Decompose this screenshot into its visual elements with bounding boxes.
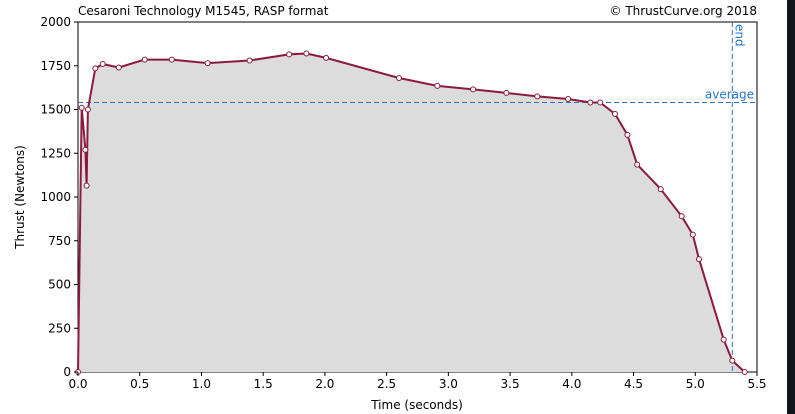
- data-point: [83, 182, 90, 189]
- data-point: [286, 51, 293, 58]
- data-point: [84, 106, 91, 113]
- data-point: [246, 57, 253, 64]
- y-axis-label: Thrust (Newtons): [13, 145, 27, 250]
- y-tick-label: 1000: [40, 190, 71, 204]
- y-tick-label: 1500: [40, 103, 71, 117]
- y-tick-label: 0: [63, 365, 71, 379]
- y-tick-label: 750: [48, 234, 71, 248]
- data-point: [82, 146, 89, 153]
- data-point: [587, 99, 594, 106]
- data-point: [115, 64, 122, 71]
- data-point: [689, 231, 696, 238]
- data-point: [624, 131, 631, 138]
- data-point: [503, 89, 510, 96]
- x-tick-label: 5.0: [686, 377, 705, 391]
- data-point: [657, 186, 664, 193]
- y-tick-label: 1750: [40, 59, 71, 73]
- data-point: [99, 61, 106, 67]
- x-tick-label: 2.5: [377, 377, 396, 391]
- x-tick-label: 1.0: [192, 377, 211, 391]
- data-point: [720, 336, 727, 343]
- x-tick-label: 4.5: [624, 377, 643, 391]
- data-point: [78, 104, 85, 111]
- data-point: [323, 54, 330, 61]
- copyright-text: © ThrustCurve.org 2018: [610, 4, 758, 18]
- data-point: [597, 99, 604, 106]
- thrust-area: [78, 53, 745, 372]
- data-point: [92, 65, 99, 72]
- x-tick-label: 3.5: [501, 377, 520, 391]
- window-edge: [787, 0, 795, 414]
- data-point: [729, 357, 736, 364]
- end-label: end: [732, 24, 746, 47]
- average-label: average: [705, 88, 754, 102]
- data-point: [470, 86, 477, 93]
- data-point: [741, 369, 748, 375]
- x-tick-label: 1.5: [254, 377, 273, 391]
- x-tick-label: 2.0: [315, 377, 334, 391]
- data-point: [434, 82, 441, 89]
- data-point: [534, 93, 541, 100]
- y-tick-label: 1250: [40, 146, 71, 160]
- x-tick-label: 0.5: [130, 377, 149, 391]
- x-tick-label: 4.0: [562, 377, 581, 391]
- data-point: [141, 56, 148, 63]
- data-point: [612, 110, 618, 117]
- data-point: [303, 50, 310, 57]
- data-point: [678, 213, 685, 220]
- x-tick-label: 5.5: [747, 377, 766, 391]
- data-point: [204, 60, 211, 67]
- data-point: [396, 75, 402, 81]
- x-axis-label: Time (seconds): [370, 398, 463, 412]
- chart-title: Cesaroni Technology M1545, RASP format: [78, 4, 329, 18]
- y-tick-label: 2000: [40, 15, 71, 29]
- y-tick-label: 500: [48, 278, 71, 292]
- data-point: [565, 96, 572, 102]
- data-point: [696, 256, 702, 263]
- y-tick-label: 250: [48, 321, 71, 335]
- data-point: [634, 161, 641, 168]
- data-point: [168, 56, 175, 63]
- x-tick-label: 0.0: [68, 377, 87, 391]
- x-tick-label: 3.0: [439, 377, 458, 391]
